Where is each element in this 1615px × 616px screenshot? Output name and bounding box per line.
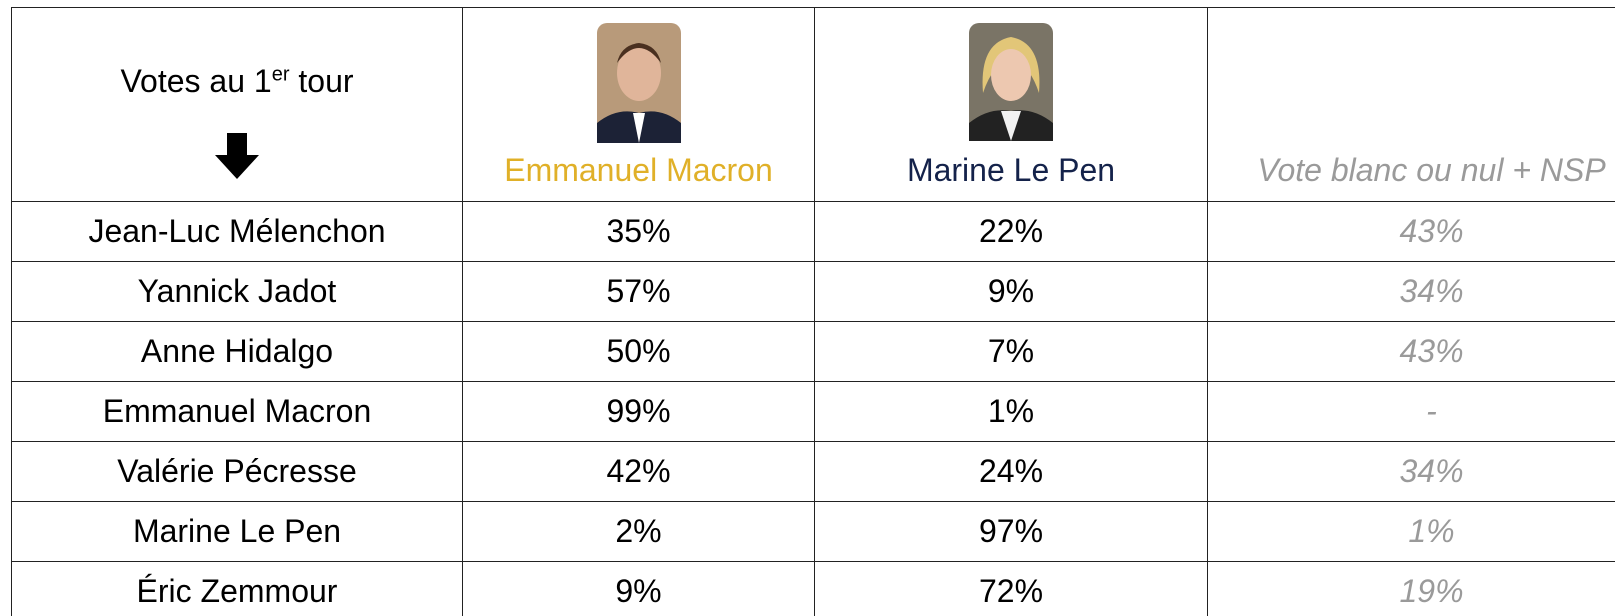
table-row: Yannick Jadot 57% 9% 34% <box>11 261 1615 322</box>
header-row: Votes au 1er tour Emmanuel Macron <box>11 7 1615 202</box>
row-label: Yannick Jadot <box>11 261 463 322</box>
row-label: Emmanuel Macron <box>11 381 463 442</box>
macron-value: 9% <box>462 561 815 616</box>
macron-value: 50% <box>462 321 815 382</box>
column-name: Vote blanc ou nul + NSP <box>1257 152 1606 188</box>
column-name: Marine Le Pen <box>906 152 1116 188</box>
corner-label: Votes au 1er tour <box>12 63 462 100</box>
table-row: Marine Le Pen 2% 97% 1% <box>11 501 1615 562</box>
blank-value: 34% <box>1207 261 1615 322</box>
row-label: Jean-Luc Mélenchon <box>11 201 463 262</box>
table-row: Anne Hidalgo 50% 7% 43% <box>11 321 1615 382</box>
blank-value: 43% <box>1207 201 1615 262</box>
lepen-value: 1% <box>814 381 1208 442</box>
lepen-value: 22% <box>814 201 1208 262</box>
lepen-value: 9% <box>814 261 1208 322</box>
row-label: Valérie Pécresse <box>11 441 463 502</box>
down-arrow <box>215 133 259 179</box>
macron-value: 57% <box>462 261 815 322</box>
row-label: Anne Hidalgo <box>11 321 463 382</box>
column-header: Marine Le Pen <box>814 7 1208 202</box>
column-header: Emmanuel Macron <box>462 7 815 202</box>
lepen-value: 7% <box>814 321 1208 382</box>
corner-sup: er <box>271 63 290 86</box>
lepen-value: 72% <box>814 561 1208 616</box>
row-label: Éric Zemmour <box>11 561 463 616</box>
corner-after: tour <box>289 63 354 99</box>
column-header: Vote blanc ou nul + NSP <box>1207 7 1615 202</box>
column-name: Emmanuel Macron <box>504 152 773 188</box>
lepen-value: 97% <box>814 501 1208 562</box>
blank-value: 19% <box>1207 561 1615 616</box>
macron-value: 35% <box>462 201 815 262</box>
lepen-value: 24% <box>814 441 1208 502</box>
macron-value: 42% <box>462 441 815 502</box>
table-row: Emmanuel Macron 99% 1% - <box>11 381 1615 442</box>
macron-value: 2% <box>462 501 815 562</box>
row-label: Marine Le Pen <box>11 501 463 562</box>
corner-cell: Votes au 1er tour <box>11 7 463 202</box>
table-row: Valérie Pécresse 42% 24% 34% <box>11 441 1615 502</box>
results-table: Votes au 1er tour Emmanuel Macron <box>11 7 1615 616</box>
candidate-photo <box>596 23 681 143</box>
macron-value: 99% <box>462 381 815 442</box>
candidate-photo <box>969 23 1053 141</box>
table-row: Éric Zemmour 9% 72% 19% <box>11 561 1615 616</box>
blank-value: 43% <box>1207 321 1615 382</box>
table-row: Jean-Luc Mélenchon 35% 22% 43% <box>11 201 1615 262</box>
blank-value: - <box>1207 381 1615 442</box>
blank-value: 1% <box>1207 501 1615 562</box>
blank-value: 34% <box>1207 441 1615 502</box>
corner-text: Votes au 1 <box>120 63 272 99</box>
